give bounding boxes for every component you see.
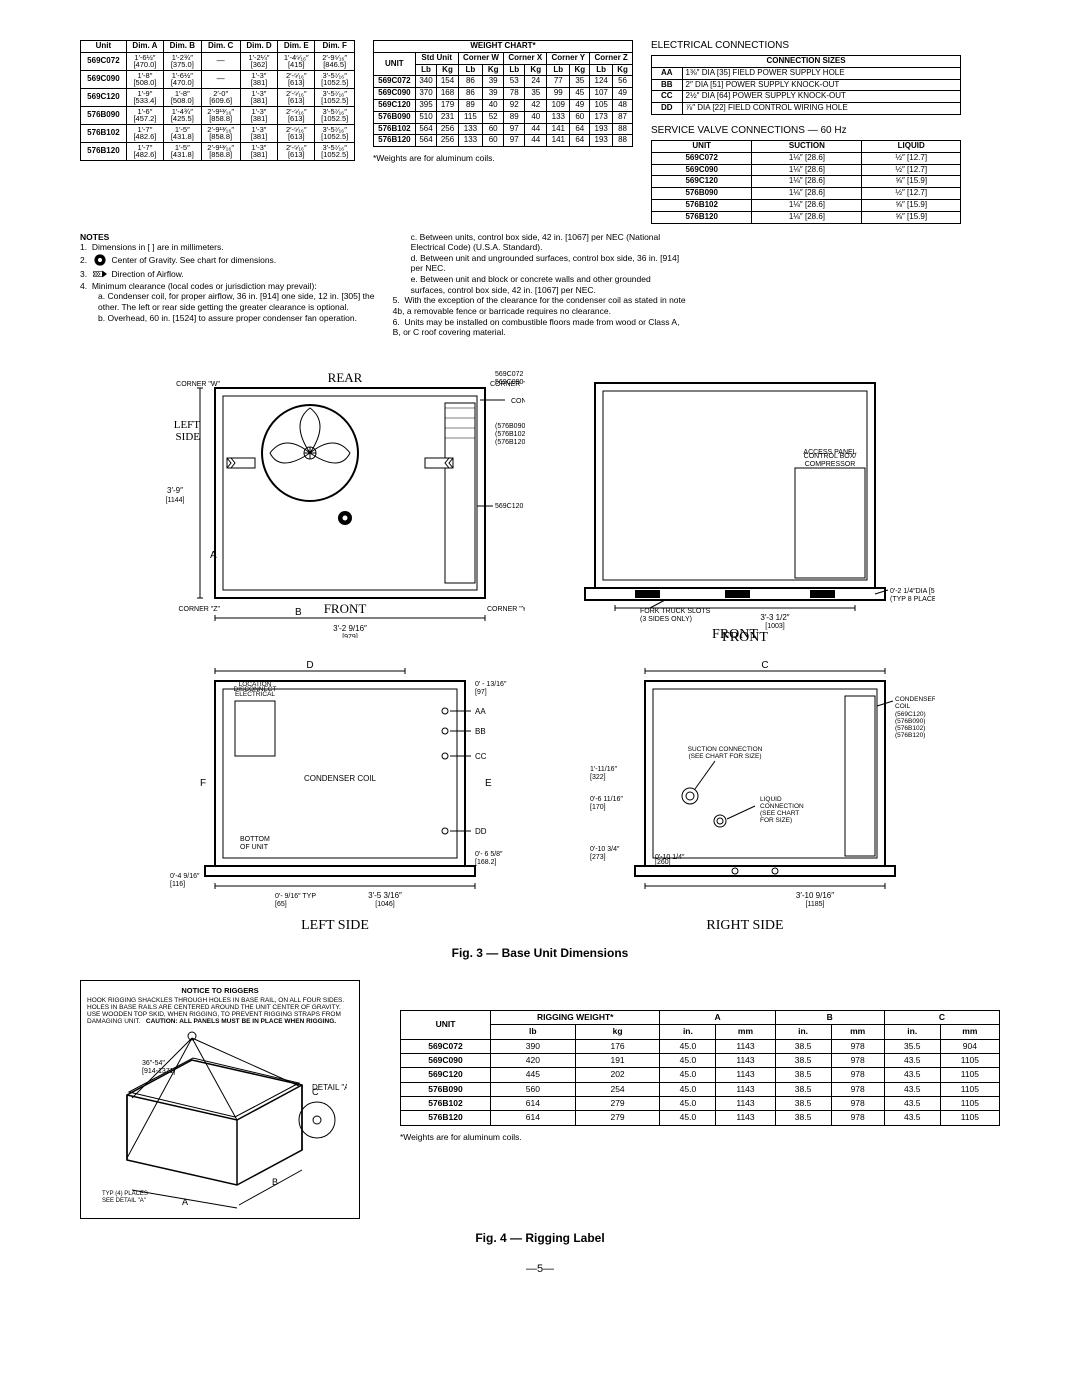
svg-text:(576B090): (576B090) [495,423,525,430]
svg-text:LOCATION: LOCATION [239,681,272,688]
svg-text:(576B120): (576B120) [495,439,525,446]
svg-text:(3 SIDES ONLY): (3 SIDES ONLY) [640,616,692,623]
svg-text:A: A [210,550,217,561]
svg-text:FRONT: FRONT [324,601,367,616]
notes-left: NOTES 1. Dimensions in [ ] are in millim… [80,232,375,338]
svg-text:DD: DD [475,827,487,836]
service-valve-table: UNITSUCTIONLIQUID 569C0721⅛″ [28.6]½″ [1… [651,140,961,224]
svg-text:FOR SIZE): FOR SIZE) [760,817,792,824]
svg-text:[170]: [170] [590,804,606,811]
svg-text:0′-6 11/16″: 0′-6 11/16″ [590,796,623,803]
svg-text:3′-2 9/16″: 3′-2 9/16″ [333,624,367,633]
svg-text:C: C [312,1087,319,1097]
svg-text:D: D [306,660,313,671]
svg-text:TYP (4) PLACES: TYP (4) PLACES [102,1191,148,1197]
front-view-diagram: CONTROL BOX/ COMPRESSOR ACCESS PANEL FOR… [555,358,935,646]
svg-text:[1185]: [1185] [806,901,825,908]
svg-text:[116]: [116] [170,881,185,888]
svg-text:B: B [295,607,302,618]
svg-text:569C120: 569C120 [495,503,524,510]
fig3-caption: Fig. 3 — Base Unit Dimensions [80,946,1000,960]
svg-text:0′ - 13/16″: 0′ - 13/16″ [475,681,507,688]
svg-text:CONNECTION: CONNECTION [760,803,804,810]
svg-text:(576B102): (576B102) [895,725,925,732]
svg-text:FORK TRUCK SLOTS: FORK TRUCK SLOTS [640,608,711,615]
svg-text:[979]: [979] [342,634,358,638]
rigging-footnote: *Weights are for aluminum coils. [400,1132,1000,1142]
svg-text:CORNER "W": CORNER "W" [176,381,220,388]
svg-text:569C090: 569C090 [495,379,524,386]
svg-text:COIL: COIL [895,703,911,710]
svg-text:(SEE CHART: (SEE CHART [760,810,799,817]
svg-text:(SEE CHART FOR SIZE): (SEE CHART FOR SIZE) [688,753,761,760]
service-title: SERVICE VALVE CONNECTIONS — 60 Hz [651,125,961,136]
svg-text:SIDE: SIDE [176,431,201,443]
svg-text:(576B090): (576B090) [895,718,925,725]
svg-text:0′-2 1/4″DIA [57]: 0′-2 1/4″DIA [57] [890,588,935,595]
svg-text:BB: BB [475,727,486,736]
right-side-diagram: SUCTION CONNECTION (SEE CHART FOR SIZE) … [555,656,935,934]
svg-text:SEE DETAIL "A": SEE DETAIL "A" [102,1198,146,1204]
svg-text:1′-11/16″: 1′-11/16″ [590,766,618,773]
svg-text:CC: CC [475,752,487,761]
svg-text:REAR: REAR [328,370,363,385]
svg-text:[1144]: [1144] [166,497,185,504]
svg-text:[914-1371]: [914-1371] [142,1068,176,1075]
svg-text:LEFT: LEFT [174,419,201,431]
cog-icon [93,253,107,267]
svg-text:CORNER "Y": CORNER "Y" [487,606,525,613]
svg-text:CONDENSER COIL: CONDENSER COIL [511,398,525,405]
svg-text:ACCESS PANEL: ACCESS PANEL [803,449,856,456]
connection-sizes-table: CONNECTION SIZES AA1⅜″ DIA [35] FIELD PO… [651,55,961,115]
page-number: —5— [80,1263,1000,1275]
svg-text:3′-5 3/16″: 3′-5 3/16″ [368,891,402,900]
svg-text:[1046]: [1046] [375,901,395,908]
electrical-title: ELECTRICAL CONNECTIONS [651,40,961,51]
left-side-diagram: ELECTRICAL DISCONNECT LOCATION CONDENSER… [145,656,525,934]
svg-text:(TYP 8 PLACES): (TYP 8 PLACES) [890,596,935,603]
svg-text:[97]: [97] [475,689,487,696]
svg-text:(576B102): (576B102) [495,431,525,438]
svg-text:LIQUID: LIQUID [760,796,782,803]
svg-text:[260]: [260] [655,859,671,866]
svg-text:SUCTION CONNECTION: SUCTION CONNECTION [688,746,763,753]
dimension-table: UnitDim. ADim. BDim. CDim. DDim. EDim. F… [80,40,355,161]
rigging-diagram-icon: 36"-54"[914-1371] DETAIL "A" A B C TYP (… [87,1030,347,1210]
svg-text:CORNER "Z": CORNER "Z" [178,606,220,613]
svg-text:3′-9″: 3′-9″ [167,486,183,495]
top-view-diagram: REAR FRONT LEFT SIDE CORNER "W" CORNER "… [145,358,525,646]
svg-text:569C072: 569C072 [495,371,524,378]
svg-text:36"-54": 36"-54" [142,1060,165,1067]
notes-right: c. Between units, control box side, 42 i… [393,232,688,338]
svg-text:C: C [761,660,768,671]
weight-footnote: *Weights are for aluminum coils. [373,153,633,163]
svg-text:[1003]: [1003] [765,623,785,630]
svg-text:0′-10 3/4″: 0′-10 3/4″ [590,846,620,853]
svg-text:CONDENSER: CONDENSER [895,696,935,703]
svg-text:E: E [485,778,492,789]
svg-text:3′-3 1/2″: 3′-3 1/2″ [760,613,789,622]
svg-text:0′- 6 5/8″: 0′- 6 5/8″ [475,851,503,858]
svg-text:(569C120): (569C120) [895,711,926,718]
svg-text:[273]: [273] [590,854,606,861]
svg-text:BOTTOM: BOTTOM [240,836,270,843]
weight-chart-table: WEIGHT CHART* UNIT Std Unit Corner W Cor… [373,40,633,147]
airflow-icon [93,267,107,281]
svg-text:(576B120): (576B120) [895,732,925,739]
svg-text:[322]: [322] [590,774,606,781]
svg-text:3′-10 9/16″: 3′-10 9/16″ [796,891,834,900]
svg-text:0′-4 9/16″: 0′-4 9/16″ [170,873,200,880]
svg-text:CONDENSER COIL: CONDENSER COIL [304,774,377,783]
svg-text:[168.2]: [168.2] [475,859,496,866]
svg-text:AA: AA [475,707,486,716]
svg-text:OF UNIT: OF UNIT [240,844,269,851]
rigging-label-box: NOTICE TO RIGGERS HOOK RIGGING SHACKLES … [80,980,360,1220]
svg-text:[65]: [65] [275,901,287,908]
svg-text:F: F [200,778,206,789]
rigging-weight-table: UNIT RIGGING WEIGHT* A B C lbkg in.mm in… [400,1010,1000,1126]
fig4-caption: Fig. 4 — Rigging Label [80,1231,1000,1245]
svg-text:COMPRESSOR: COMPRESSOR [805,461,856,468]
svg-text:0′- 9/16″ TYP: 0′- 9/16″ TYP [275,893,316,900]
